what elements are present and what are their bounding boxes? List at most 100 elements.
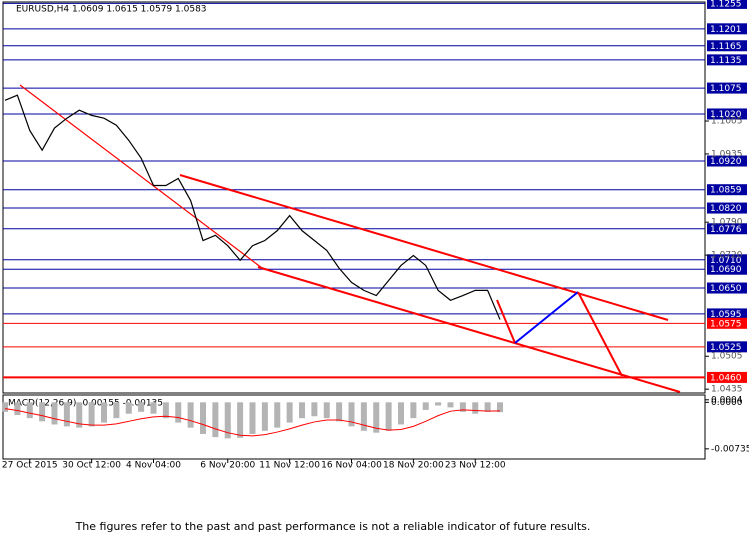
level-box bbox=[707, 23, 747, 35]
y-tick-label: 1.1005 bbox=[711, 117, 743, 127]
macd-bar bbox=[348, 402, 355, 427]
y-tick-label: 1.0720 bbox=[711, 251, 743, 261]
chart-title: EURUSD,H4 1.0609 1.0615 1.0579 1.0583 bbox=[16, 5, 207, 15]
main-pane bbox=[2, 1, 706, 394]
level-label: 1.0525 bbox=[710, 343, 742, 353]
level-box bbox=[707, 371, 747, 383]
macd-bar bbox=[162, 402, 169, 419]
x-tick-label: 4 Nov 04:00 bbox=[126, 461, 181, 471]
level-box bbox=[707, 0, 747, 9]
macd-bar bbox=[125, 402, 132, 414]
macd-tick-label: 0.0000 bbox=[711, 398, 743, 408]
level-label: 1.1255 bbox=[710, 0, 742, 9]
x-tick-label: 18 Nov 20:00 bbox=[383, 461, 444, 471]
macd-bar bbox=[398, 402, 404, 425]
x-tick-label: 6 Nov 20:00 bbox=[200, 461, 255, 471]
level-box bbox=[707, 263, 747, 275]
level-label: 1.0650 bbox=[710, 284, 742, 294]
level-label: 1.0820 bbox=[710, 204, 742, 214]
channel-upper bbox=[179, 174, 669, 321]
macd-bar bbox=[261, 402, 268, 431]
level-label: 1.0690 bbox=[710, 265, 742, 275]
level-label: 1.0920 bbox=[710, 157, 742, 167]
macd-bar bbox=[26, 402, 33, 419]
x-tick-label: 11 Nov 12:00 bbox=[259, 461, 320, 471]
trend-line bbox=[19, 84, 263, 269]
macd-bar bbox=[299, 402, 305, 419]
macd-bar bbox=[447, 402, 454, 408]
macd-bar bbox=[373, 402, 380, 433]
y-tick-label: 1.0790 bbox=[711, 218, 743, 228]
macd-bar bbox=[286, 402, 293, 423]
level-box bbox=[707, 184, 747, 196]
level-label: 1.1020 bbox=[710, 110, 742, 120]
level-box bbox=[707, 254, 747, 266]
level-label: 1.0776 bbox=[710, 225, 742, 235]
x-tick-label: 23 Nov 12:00 bbox=[445, 461, 506, 471]
macd-bar bbox=[101, 402, 107, 423]
macd-bar bbox=[249, 402, 256, 434]
level-box bbox=[707, 108, 747, 120]
macd-bar bbox=[2, 402, 8, 412]
macd-bar bbox=[274, 402, 281, 428]
y-tick-label: 1.0435 bbox=[711, 385, 743, 395]
macd-bar bbox=[360, 402, 367, 431]
level-label: 1.1201 bbox=[710, 25, 742, 35]
y-tick-label: 1.0935 bbox=[711, 149, 743, 159]
level-box bbox=[707, 40, 747, 52]
macd-bar bbox=[224, 402, 231, 439]
level-box bbox=[707, 308, 747, 320]
macd-bar bbox=[237, 402, 244, 438]
macd-bar bbox=[200, 402, 206, 434]
macd-tick-label: -0.00735 bbox=[711, 444, 749, 454]
macd-bar bbox=[113, 402, 120, 419]
macd-tick-label: 0.0004 bbox=[711, 395, 743, 405]
level-label: 1.0859 bbox=[710, 186, 742, 196]
level-box bbox=[707, 223, 747, 235]
y-tick-label: 1.0505 bbox=[711, 352, 743, 362]
macd-bar bbox=[175, 402, 182, 423]
level-label: 1.1135 bbox=[710, 56, 742, 66]
macd-bar bbox=[187, 402, 194, 428]
forecast-blue bbox=[514, 291, 579, 344]
disclaimer: The figures refer to the past and past p… bbox=[75, 520, 591, 533]
level-label: 1.0460 bbox=[710, 373, 742, 383]
x-tick-label: 30 Oct 12:00 bbox=[62, 461, 121, 471]
level-box bbox=[707, 155, 747, 167]
level-label: 1.1075 bbox=[710, 84, 742, 94]
level-label: 1.1165 bbox=[710, 42, 742, 52]
channel-lower bbox=[257, 266, 681, 393]
level-box bbox=[707, 82, 747, 94]
macd-bar bbox=[459, 402, 466, 412]
macd-bar bbox=[138, 402, 145, 412]
macd-bar bbox=[497, 402, 503, 413]
macd-bar bbox=[14, 402, 21, 415]
macd-bar bbox=[212, 402, 219, 438]
macd-bar bbox=[39, 402, 46, 422]
level-box bbox=[707, 54, 747, 66]
macd-bar bbox=[51, 402, 58, 425]
price-line bbox=[4, 94, 501, 320]
level-label: 1.0595 bbox=[710, 310, 742, 320]
macd-bar bbox=[76, 402, 83, 428]
x-tick-label: 27 Oct 2015 bbox=[2, 461, 58, 471]
macd-bar bbox=[410, 402, 417, 419]
macd-bar bbox=[323, 402, 330, 419]
macd-bar bbox=[472, 402, 479, 414]
x-tick-label: 16 Nov 04:00 bbox=[321, 461, 382, 471]
level-box bbox=[707, 282, 747, 294]
forecast-red bbox=[496, 299, 516, 344]
level-box bbox=[707, 341, 747, 353]
macd-label: MACD(12,26,9) -0.00155 -0.00135 bbox=[8, 399, 163, 409]
macd-signal bbox=[4, 408, 501, 437]
macd-bar bbox=[150, 402, 157, 414]
forecast-red bbox=[577, 291, 623, 377]
macd-bar bbox=[422, 402, 429, 410]
level-label: 1.0710 bbox=[710, 256, 742, 266]
level-label: 1.0575 bbox=[710, 319, 742, 329]
macd-bar bbox=[88, 402, 95, 427]
macd-bar bbox=[385, 402, 392, 431]
macd-bar bbox=[63, 402, 70, 427]
macd-bar bbox=[336, 402, 343, 422]
